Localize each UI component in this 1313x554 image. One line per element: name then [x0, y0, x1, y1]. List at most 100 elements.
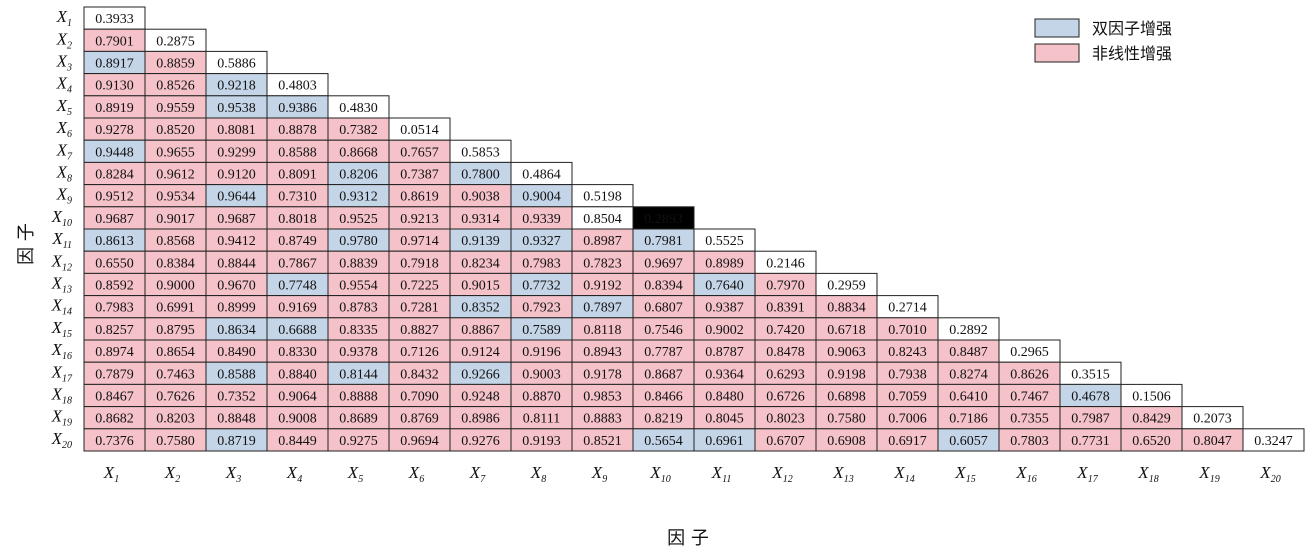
matrix-cell: 0.9003: [510, 361, 573, 385]
matrix-cell: 0.8682: [83, 406, 146, 430]
cell-value: 0.8917: [95, 57, 134, 72]
column-label: X18: [1137, 463, 1158, 485]
cell-value: 0.7787: [644, 345, 683, 360]
matrix-cell: 0.9364: [693, 361, 756, 385]
matrix-cell: 0.9448: [83, 139, 146, 163]
cell-value: 0.9364: [705, 367, 744, 382]
matrix-cell: 0.6293: [754, 361, 817, 385]
matrix-cell: 0.8568: [144, 228, 207, 252]
column-label: X4: [286, 463, 302, 485]
matrix-cell: 0.9697: [632, 250, 695, 274]
cell-value: 0.7010: [888, 323, 927, 338]
matrix-cell: 0.7420: [754, 317, 817, 341]
matrix-cell: 0.9559: [144, 95, 207, 119]
matrix-cell: 0.7731: [1059, 428, 1122, 452]
cell-value: 0.5525: [705, 234, 744, 249]
cell-value: 0.6550: [95, 256, 134, 271]
cell-value: 0.8859: [156, 57, 195, 72]
cell-value: 0.7376: [95, 434, 134, 449]
matrix-cell: 0.8018: [266, 206, 329, 230]
cell-value: 0.8330: [278, 345, 317, 360]
column-label: X7: [469, 463, 486, 485]
matrix-cell: 0.8429: [1120, 406, 1183, 430]
cell-value: 0.9327: [522, 234, 561, 249]
cell-value: 0.8091: [278, 168, 317, 183]
matrix-cell: 0.8634: [205, 317, 268, 341]
matrix-cell: 0.8521: [571, 428, 634, 452]
cell-value: 0.7897: [583, 301, 622, 316]
matrix-cell: 0.8487: [937, 339, 1000, 363]
matrix-cell: 0.9314: [449, 206, 512, 230]
cell-value: 0.8144: [339, 367, 378, 382]
matrix-cell: 0.8352: [449, 295, 512, 319]
matrix-cell: 0.7640: [693, 272, 756, 297]
cell-value: 0.9694: [400, 434, 439, 449]
cell-value: 0.8844: [217, 256, 256, 271]
cell-value: 0.9554: [339, 279, 378, 294]
matrix-cell: 0.8091: [266, 161, 329, 186]
cell-value: 0.7281: [400, 301, 439, 316]
row-label: X7: [56, 140, 73, 162]
matrix-cell: 0.9218: [205, 73, 268, 97]
matrix-cell: 0.6707: [754, 428, 817, 452]
cell-value: 0.7938: [888, 367, 927, 382]
cell-value: 0.8668: [339, 145, 378, 160]
matrix-cell: 0.7803: [998, 428, 1061, 452]
matrix-cell: 0.6917: [876, 428, 939, 452]
cell-value: 0.9687: [95, 212, 134, 227]
matrix-cell: 0.9612: [144, 161, 207, 186]
matrix-cell: 0.7467: [998, 383, 1061, 408]
cell-value: 0.3515: [1071, 367, 1110, 382]
matrix-cell: 0.7546: [632, 317, 695, 341]
matrix-cell: 0.8619: [388, 184, 451, 208]
matrix-cell: 0.7376: [83, 428, 146, 452]
row-label: X6: [56, 118, 72, 140]
matrix-cells: 0.3933 0.7901 0.2875 0.8917 0.8859 0.5886 0.91…: [83, 6, 1305, 452]
matrix-cell: 0.7970: [754, 272, 817, 297]
matrix-cell: 0.8613: [83, 228, 146, 252]
cell-value: 0.9378: [339, 345, 378, 360]
cell-value: 0.5886: [217, 57, 256, 72]
matrix-cell: 0.7006: [876, 406, 939, 430]
cell-value: 0.7352: [217, 390, 256, 405]
cell-value: 0.8467: [95, 390, 134, 405]
cell-value: 0.7387: [400, 168, 439, 183]
matrix-cell: 0.8234: [449, 250, 512, 274]
x-axis-title: 因 子: [667, 528, 709, 549]
cell-value: 0.8588: [278, 145, 317, 160]
matrix-cell: 0.8478: [754, 339, 817, 363]
matrix-cell: 0.8118: [571, 317, 634, 341]
matrix-cell: 0.8391: [754, 295, 817, 319]
cell-value: 0.3933: [95, 12, 134, 27]
cell-value: 0.8588: [217, 367, 256, 382]
matrix-cell: 0.8848: [205, 406, 268, 430]
matrix-cell: 0.2893: [632, 206, 695, 230]
matrix-cell: 0.8787: [693, 339, 756, 363]
cell-value: 0.7580: [156, 434, 195, 449]
cell-value: 0.4830: [339, 101, 378, 116]
matrix-cell: 0.7186: [937, 406, 1000, 430]
matrix-cell: 0.8081: [205, 117, 268, 141]
cell-value: 0.8867: [461, 323, 500, 338]
cell-value: 0.7589: [522, 323, 561, 338]
cell-value: 0.8986: [461, 412, 500, 427]
matrix-cell: 0.8111: [510, 406, 573, 430]
cell-value: 0.9644: [217, 190, 256, 205]
matrix-cell: 0.8144: [327, 361, 390, 385]
row-label: X19: [51, 407, 72, 429]
column-label: X9: [591, 463, 607, 485]
cell-value: 0.2875: [156, 34, 195, 49]
cell-value: 0.9386: [278, 101, 317, 116]
column-label: X11: [711, 463, 732, 485]
matrix-cell: 0.9198: [815, 361, 878, 385]
cell-value: 0.9697: [644, 256, 683, 271]
cell-value: 0.9448: [95, 145, 134, 160]
y-axis-title: 因 子: [16, 223, 37, 265]
cell-value: 0.9002: [705, 323, 744, 338]
matrix-cell: 0.9525: [327, 206, 390, 230]
matrix-cell: 0.7090: [388, 383, 451, 408]
matrix-cell: 0.8588: [266, 139, 329, 163]
matrix-cell: 0.9644: [205, 184, 268, 208]
cell-value: 0.9198: [827, 367, 866, 382]
